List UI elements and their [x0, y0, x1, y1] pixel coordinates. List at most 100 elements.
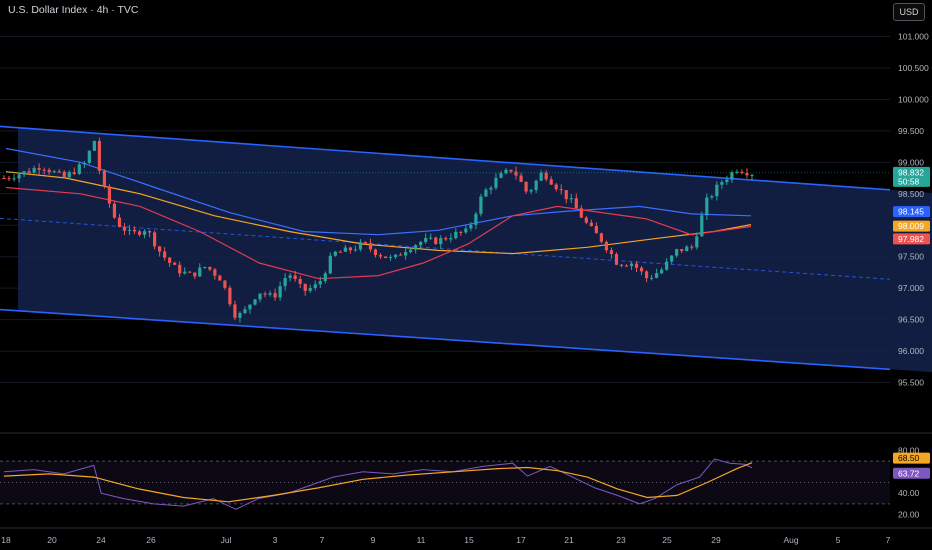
candle-body — [278, 286, 282, 298]
candle-body — [308, 287, 312, 291]
candle-body — [188, 271, 192, 273]
candle-body — [444, 238, 448, 240]
candle-body — [409, 249, 413, 253]
time-tick-label: Jul — [221, 535, 232, 545]
candle-body — [474, 213, 478, 225]
candle-body — [248, 304, 252, 310]
candle-body — [569, 198, 573, 200]
time-tick-label: 9 — [371, 535, 376, 545]
time-tick-label: 25 — [662, 535, 672, 545]
candle-body — [52, 171, 56, 173]
candle-body — [720, 182, 724, 185]
price-tick-label: 100.500 — [898, 63, 929, 73]
candle-body — [680, 249, 684, 252]
candle-body — [670, 255, 674, 262]
candle-body — [7, 178, 11, 180]
candle-body — [328, 255, 332, 274]
candle-body — [57, 171, 61, 173]
price-tick-label: 95.500 — [898, 378, 924, 388]
candle-body — [158, 246, 162, 252]
candle-body — [293, 275, 297, 280]
candle-body — [715, 184, 719, 197]
candle-body — [594, 225, 598, 234]
candle-body — [549, 179, 553, 185]
candle-body — [524, 181, 528, 192]
candle-body — [439, 238, 443, 245]
candle-body — [634, 263, 639, 268]
candle-body — [735, 171, 739, 173]
price-label-box — [893, 233, 930, 245]
price-tick-label: 98.500 — [898, 189, 924, 199]
candle-body — [127, 229, 132, 231]
price-tick-label: 99.500 — [898, 126, 924, 136]
price-tick-label: 101.000 — [898, 31, 929, 41]
candle-body — [434, 237, 438, 245]
price-label-box — [893, 166, 930, 187]
rsi-tick-label: 20.00 — [898, 510, 920, 520]
candle-body — [147, 231, 152, 233]
candle-body — [27, 171, 31, 173]
candle-body — [132, 229, 137, 232]
channel-lower-line — [0, 308, 891, 371]
candle-body — [37, 168, 41, 170]
candle-body — [660, 269, 664, 274]
price-label-box — [893, 220, 930, 232]
rsi-tick-label: 80.00 — [898, 445, 920, 455]
candle-body — [685, 246, 689, 252]
candle-body — [690, 246, 694, 248]
candle-body — [740, 171, 744, 174]
candle-body — [358, 242, 363, 250]
time-tick-label: 26 — [146, 535, 156, 545]
candle-body — [238, 312, 242, 318]
candle-body — [87, 150, 91, 163]
candle-body — [514, 171, 518, 176]
candle-body — [499, 173, 503, 178]
candle-body — [378, 255, 383, 257]
candle-body — [343, 247, 347, 252]
rsi-ma-line — [3, 462, 753, 503]
price-label-text: 98.832 — [898, 167, 924, 177]
candle-body — [323, 273, 327, 282]
candle-body — [178, 264, 182, 274]
candle-body — [730, 172, 734, 180]
candle-body — [464, 228, 468, 233]
candle-body — [519, 175, 523, 182]
candle-body — [233, 304, 237, 318]
time-axis[interactable]: 18 20 24 26 Jul 3 7 9 11 15 17 21 23 25 29 Aug 5 7 — [0, 527, 932, 545]
candle-body — [107, 186, 112, 204]
candle-body — [318, 281, 322, 285]
candle-body — [32, 168, 36, 173]
candle-body — [163, 251, 167, 258]
candle-body — [700, 215, 704, 237]
candle-body — [454, 231, 458, 239]
candle-body — [574, 198, 578, 209]
candle-body — [2, 178, 6, 180]
moving-average-line — [5, 171, 752, 255]
candle-body — [710, 196, 714, 198]
candle-body — [584, 217, 588, 223]
candle-body — [695, 236, 699, 248]
rsi-label-box — [893, 452, 930, 464]
candle-body — [243, 309, 247, 313]
candle-body — [544, 172, 548, 180]
candle-body — [208, 266, 212, 270]
candle-body — [393, 254, 398, 258]
price-tick-label: 96.000 — [898, 346, 924, 356]
candle-body — [624, 265, 629, 267]
candle-body — [554, 184, 558, 190]
chart-title: U.S. Dollar Index · 4h · TVC — [8, 4, 139, 16]
moving-averages — [5, 147, 752, 280]
candle-body — [112, 203, 117, 218]
candle-body — [449, 238, 453, 240]
candle-body — [639, 267, 644, 272]
candle-body — [484, 189, 488, 197]
price-tick-label: 100.000 — [898, 94, 929, 104]
candle-body — [198, 267, 202, 277]
candle-body — [137, 231, 142, 235]
candle-body — [373, 249, 378, 256]
candle-body — [424, 238, 428, 242]
candle-body — [72, 172, 76, 174]
currency-button[interactable]: USD — [893, 3, 925, 21]
candle-body — [629, 263, 634, 266]
